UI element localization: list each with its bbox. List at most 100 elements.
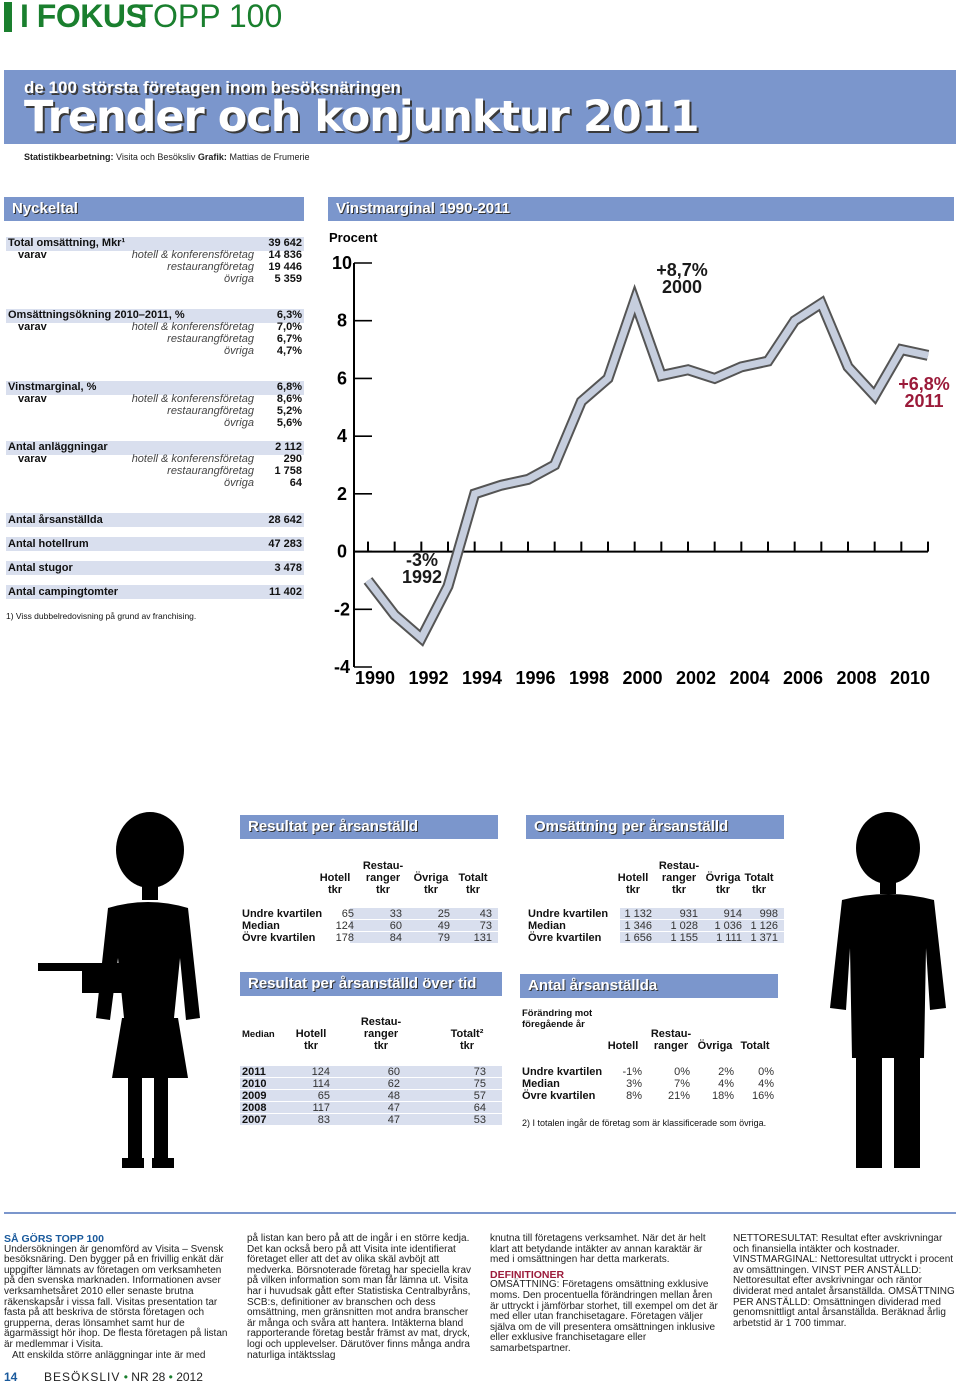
chart-point [420, 637, 422, 639]
table-header-line: Restau- [650, 1028, 692, 1040]
chart-point [847, 366, 849, 368]
nyckeltal-value: 6,3% [276, 309, 302, 321]
nyckeltal-label: Antal anläggningar [8, 441, 108, 453]
table-cell: 1 111 [716, 932, 742, 944]
table-cell: 0% [674, 1066, 690, 1078]
chart-point [794, 320, 796, 322]
table-header: Totalt² tkr [442, 1028, 492, 1052]
table-row-label: Övre kvartilen [242, 932, 316, 944]
omsattning-per-heading: Omsättning per årsanställd [526, 815, 784, 839]
nyckeltal-band [6, 237, 304, 251]
table-cell: 1 371 [750, 932, 778, 944]
table-cell: 84 [389, 932, 402, 944]
table-cell: 131 [473, 932, 492, 944]
table-row-band [620, 932, 784, 943]
nyckeltal-sub-value: 4,7% [276, 345, 302, 357]
table-row-label: Undre kvartilen [242, 908, 323, 920]
table-row-band [240, 1102, 502, 1113]
nyckeltal-label: Vinstmarginal, % [8, 381, 97, 393]
table-cell: 57 [473, 1090, 486, 1102]
table-header-line: tkr [327, 884, 343, 896]
chart-ylabel: Procent [329, 230, 378, 245]
table-header-line: Hotell [319, 872, 351, 884]
nyckeltal-sub-label: hotell & konferensföretag [131, 393, 254, 405]
table-cell: 124 [335, 920, 354, 932]
varav-label: varav [18, 249, 47, 261]
article-col-4: NETTORESULTAT: Resultat efter avskrivnin… [733, 1233, 955, 1329]
col1-text: Undersökningen är genomförd av Visita – … [4, 1243, 228, 1350]
nyckeltal-value: 6,8% [276, 381, 302, 393]
nyckeltal-footnote: 1) Viss dubbelredovisning på grund av fr… [6, 611, 197, 621]
chart-point [474, 493, 476, 495]
nyckeltal-sub-label: restaurangföretag [167, 333, 254, 345]
table-row-band [350, 908, 498, 919]
chart-point [447, 585, 449, 587]
chart-x-tick-label: 1992 [408, 668, 448, 688]
page-number: 14 [4, 1370, 18, 1384]
table-cell: 64 [473, 1102, 486, 1114]
table-cell: 49 [437, 920, 450, 932]
table-cell: 16% [751, 1090, 774, 1102]
chart-x-tick-label: 2004 [729, 668, 769, 688]
table-header: Totalt tkr [448, 872, 498, 896]
page-subtitle: de 100 största företagen inom besöksnäri… [24, 78, 401, 97]
table-header-line: tkr [373, 1040, 389, 1052]
table-corner-line: föregående år [522, 1019, 585, 1030]
chart-y-tick-label: 8 [337, 311, 347, 331]
nyckeltal-band [6, 585, 304, 599]
table-header-line: tkr [715, 884, 731, 896]
table-header: Hotell tkr [286, 1028, 336, 1052]
table-header: Övriga tkr [406, 872, 456, 896]
chart-annotation-year: 2011 [904, 391, 943, 411]
nyckeltal-sub-value: 19 446 [268, 261, 302, 273]
table-cell: 79 [437, 932, 450, 944]
table-cell: 1 656 [624, 932, 652, 944]
nyckeltal-sub-value: 14 836 [268, 249, 302, 261]
nyckeltal-sub-label: restaurangföretag [167, 465, 254, 477]
table-header: Restau-ranger tkr [358, 860, 408, 896]
table-header-line: Totalt² [450, 1028, 484, 1040]
chart-point [687, 369, 689, 371]
table-header-line: Restau- [362, 860, 404, 872]
chart-x-tick-label: 2008 [836, 668, 876, 688]
table-header: Hotell tkr [310, 872, 360, 896]
nyckeltal-heading: Nyckeltal [4, 197, 304, 221]
table-row-band [620, 908, 784, 919]
issue-number: NR 28 [131, 1370, 166, 1384]
nyckeltal-sub-value: 5,2% [276, 405, 302, 417]
article-col-1: SÅ GÖRS TOPP 100 Undersökningen är genom… [4, 1234, 232, 1361]
table-header-line: ranger [365, 872, 401, 884]
resultat-tid-table: Hotell tkr Restau-ranger tkr Totalt² tkr Media… [240, 1014, 502, 1134]
table-cell: 1 155 [670, 932, 698, 944]
chart-x-tick-label: 2006 [783, 668, 823, 688]
table-cell: 1 036 [714, 920, 742, 932]
nyckeltal-single-row: Antal hotellrum 47 283 [8, 538, 304, 551]
chart-point [527, 478, 529, 480]
article-col-2: på listan kan bero på att de ingår i en … [247, 1233, 472, 1361]
nyckeltal-value: 28 642 [268, 514, 302, 526]
varav-label: varav [18, 321, 47, 333]
nyckeltal-band [6, 561, 304, 575]
chart-annotation-value: +6,8% [898, 374, 950, 394]
chart-x-tick-label: 1994 [462, 668, 502, 688]
col1-heading: SÅ GÖRS TOPP 100 [4, 1233, 104, 1245]
nyckeltal-value: 2 112 [275, 441, 302, 453]
article-col-3: knutna till företagens verksamhet. När d… [490, 1233, 718, 1355]
col3-text-b: OMSÄTTNING: Företagens omsättning exklus… [490, 1279, 718, 1354]
table-header-line: tkr [465, 884, 481, 896]
section-label: I FOKUS [20, 0, 147, 34]
table-header: Totalt tkr [734, 872, 784, 896]
table-cell: 931 [679, 908, 698, 920]
table-cell: 53 [473, 1114, 486, 1126]
col3-text-a: knutna till företagens verksamhet. När d… [490, 1233, 706, 1266]
table-cell: 0% [758, 1066, 774, 1078]
table-row-band [240, 1078, 502, 1089]
nyckeltal-value: 39 642 [268, 237, 302, 249]
varav-label: varav [18, 393, 47, 405]
nyckeltal-sub-row: restaurangföretag 5,2% [8, 405, 304, 418]
table-row-band [240, 1114, 502, 1125]
chart-point [367, 579, 369, 581]
nyckeltal-sub-row: restaurangföretag 6,7% [8, 333, 304, 346]
table-header-line: Övriga [413, 872, 449, 884]
issue-year: 2012 [176, 1370, 203, 1384]
